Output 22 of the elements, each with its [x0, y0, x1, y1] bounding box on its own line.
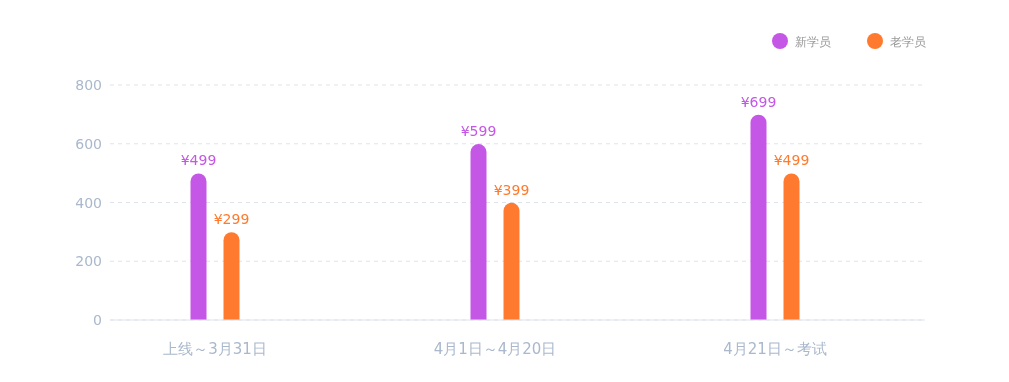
data-label: ¥299 — [213, 211, 250, 228]
data-label: ¥499 — [180, 152, 217, 169]
legend-label: 老学员 — [890, 35, 926, 49]
bar — [223, 232, 240, 320]
y-tick-label: 400 — [75, 194, 102, 211]
bar — [503, 202, 520, 320]
bar — [783, 173, 800, 320]
y-tick-label: 800 — [75, 77, 102, 93]
y-tick-label: 600 — [75, 135, 102, 152]
x-tick-label: 4月21日～考试 — [723, 340, 827, 358]
bar — [190, 173, 207, 320]
legend-label: 新学员 — [795, 35, 831, 49]
y-tick-label: 200 — [75, 253, 102, 270]
x-tick-label: 4月1日～4月20日 — [433, 340, 557, 358]
bar — [470, 144, 487, 320]
data-label: ¥399 — [493, 181, 530, 198]
x-tick-label: 上线～3月31日 — [163, 340, 267, 358]
y-tick-label: 0 — [93, 312, 102, 328]
data-label: ¥699 — [740, 93, 777, 110]
data-label: ¥499 — [773, 152, 810, 169]
data-label: ¥599 — [460, 123, 497, 140]
bar — [750, 114, 767, 320]
